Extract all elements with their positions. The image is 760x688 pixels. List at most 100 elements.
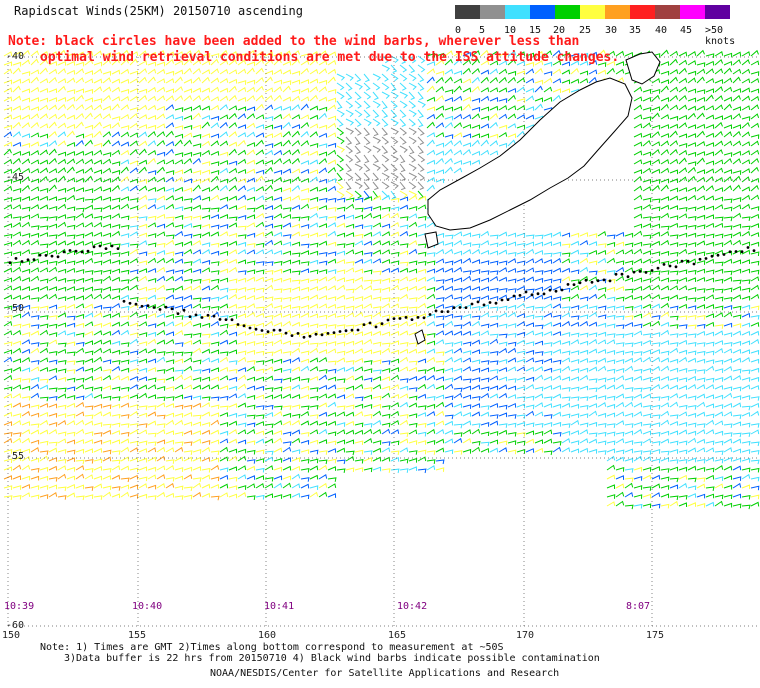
wind-barb (750, 269, 760, 275)
wind-barb (174, 431, 184, 437)
wind-barb (84, 277, 94, 283)
wind-barb (192, 104, 202, 111)
wind-barb (705, 304, 715, 309)
wind-barb (291, 419, 301, 426)
wind-barb (435, 248, 445, 255)
wind-barb (714, 450, 724, 456)
wind-barb (498, 142, 508, 148)
wind-barb (174, 60, 184, 66)
wind-barb (660, 148, 670, 156)
wind-barb (417, 449, 427, 455)
wind-barb (705, 195, 715, 201)
wind-barb (120, 269, 130, 275)
wind-barb (318, 232, 328, 238)
wind-barb (120, 131, 130, 138)
wind-barb (408, 457, 418, 463)
wind-barb (318, 112, 327, 120)
wind-barb (138, 493, 148, 499)
wind-barb (741, 131, 751, 138)
wind-barb (408, 366, 418, 372)
wind-barb (228, 160, 238, 166)
wind-barb (732, 503, 742, 509)
wind-barb (291, 95, 301, 102)
wind-barb (291, 157, 300, 165)
wind-barb (732, 340, 742, 346)
wind-barb (660, 167, 670, 174)
wind-barb (93, 288, 103, 293)
wind-barb (471, 411, 481, 417)
wind-barb (750, 338, 760, 345)
wind-barb (111, 303, 121, 309)
wind-barb (264, 116, 274, 121)
wind-barb (408, 154, 417, 163)
wind-barb (102, 105, 112, 111)
wind-barb (246, 422, 256, 428)
wind-barb (435, 368, 445, 374)
wind-barb (516, 312, 526, 318)
contamination-circle (68, 249, 72, 252)
wind-barb (84, 286, 94, 292)
wind-barb (111, 288, 121, 293)
contamination-circle (506, 298, 510, 301)
wind-barb (705, 474, 715, 480)
wind-barb (327, 341, 337, 346)
wind-barb (633, 123, 643, 129)
wind-barb (183, 278, 193, 284)
wind-barb (318, 178, 328, 184)
wind-barb (408, 109, 417, 117)
wind-barb (156, 166, 165, 174)
wind-barb (57, 113, 67, 120)
contamination-circle (716, 253, 720, 257)
wind-barb (561, 386, 571, 392)
wind-barb (183, 125, 193, 130)
wind-barb (381, 314, 391, 320)
wind-barb (120, 203, 130, 210)
wind-barb (57, 449, 67, 454)
wind-barb (273, 187, 283, 193)
wind-barb (291, 70, 301, 76)
wind-barb (120, 484, 130, 490)
wind-barb (750, 88, 760, 94)
wind-barb (57, 203, 67, 210)
wind-barb (678, 77, 688, 84)
wind-barb (417, 73, 425, 82)
wind-barb (39, 378, 49, 384)
wind-barb (678, 421, 688, 427)
wind-barb (84, 78, 94, 84)
wind-barb (435, 410, 445, 417)
wind-barb (381, 258, 391, 264)
wind-barb (327, 230, 337, 237)
wind-barb (741, 168, 751, 174)
contamination-circle (482, 303, 486, 307)
wind-barb (390, 303, 400, 309)
wind-barb (57, 214, 67, 219)
wind-barb (48, 367, 58, 373)
wind-barb (210, 214, 220, 219)
wind-barb (327, 376, 337, 382)
wind-barb (696, 105, 706, 111)
wind-barb (462, 148, 472, 156)
wind-barb (138, 216, 148, 221)
wind-barb (687, 333, 697, 339)
wind-barb (381, 405, 391, 410)
wind-barb (255, 242, 265, 248)
wind-barb (246, 287, 256, 293)
wind-barb (255, 483, 265, 489)
wind-barb (192, 297, 202, 303)
wind-barb (606, 377, 616, 382)
wind-barb (705, 350, 715, 356)
wind-barb (417, 358, 427, 364)
wind-barb (543, 358, 553, 363)
wind-barb (480, 123, 490, 129)
wind-barb (354, 296, 364, 301)
wind-barb (21, 88, 31, 94)
wind-barb (633, 205, 643, 211)
wind-barb (21, 122, 31, 129)
wind-barb (318, 464, 328, 471)
wind-barb (273, 305, 283, 310)
wind-barb (417, 349, 427, 355)
wind-barb (453, 50, 463, 57)
wind-barb (174, 241, 184, 247)
wind-barb (336, 277, 346, 283)
wind-barb (327, 276, 337, 282)
